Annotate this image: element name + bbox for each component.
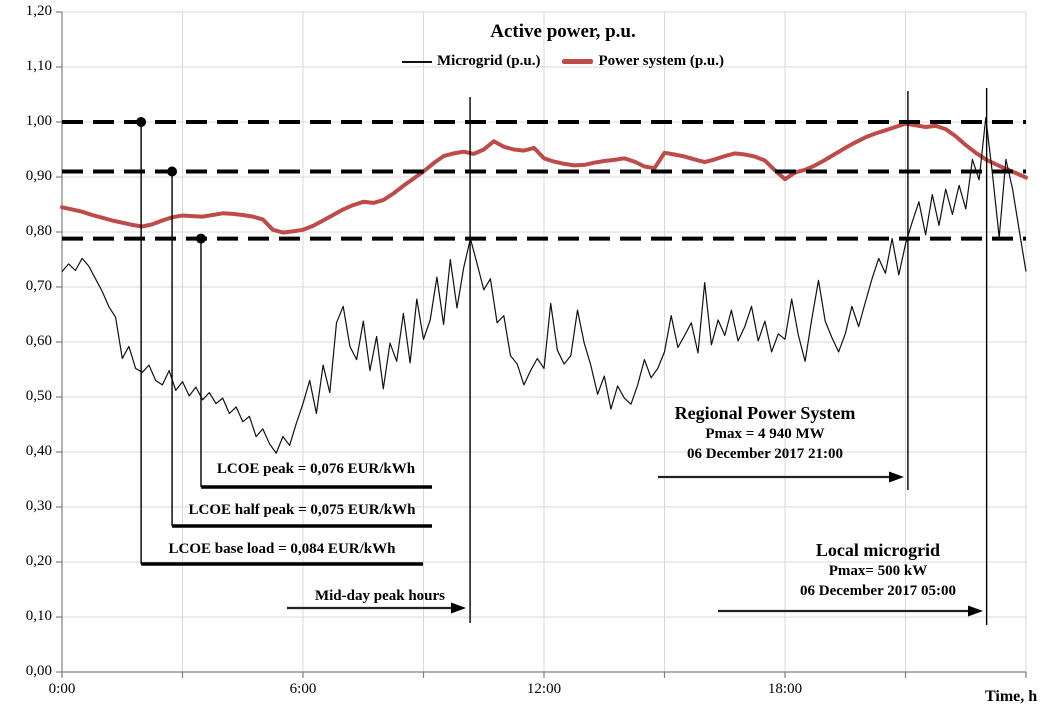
chart-plot-area — [56, 11, 1028, 678]
active-power-chart: Active power, p.u. Microgrid (p.u.) Powe… — [25, 3, 1038, 705]
